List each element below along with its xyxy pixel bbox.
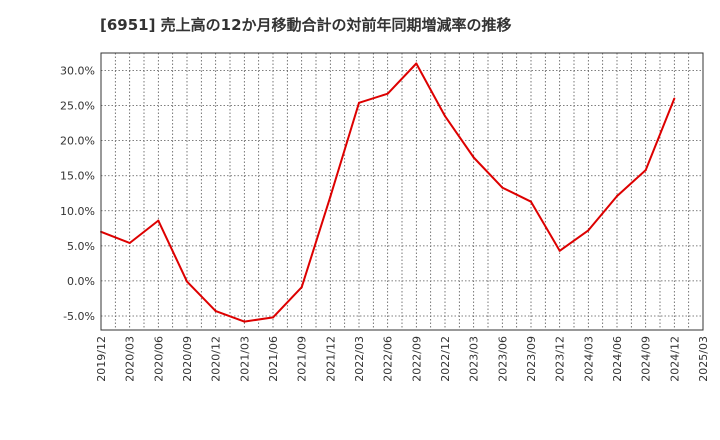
x-tick-label: 2021/06 xyxy=(267,336,280,382)
data-point xyxy=(415,62,418,65)
data-point xyxy=(300,286,303,289)
y-tick-label: 5.0% xyxy=(67,240,95,253)
data-point xyxy=(128,242,131,245)
data-point xyxy=(558,249,561,252)
data-point xyxy=(472,156,475,159)
x-tick-label: 2020/12 xyxy=(210,336,223,382)
data-point xyxy=(157,219,160,222)
x-tick-label: 2021/03 xyxy=(238,336,251,382)
x-tick-label: 2022/03 xyxy=(353,336,366,382)
y-tick-label: 25.0% xyxy=(60,100,95,113)
y-tick-label: 10.0% xyxy=(60,205,95,218)
data-point xyxy=(186,280,188,283)
x-tick-label: 2025/03 xyxy=(697,336,710,382)
x-tick-label: 2019/12 xyxy=(95,336,108,382)
data-point xyxy=(329,195,332,198)
x-tick-label: 2021/12 xyxy=(324,336,337,382)
data-point xyxy=(673,97,676,100)
x-tick-label: 2022/12 xyxy=(439,336,452,382)
x-tick-label: 2022/09 xyxy=(410,336,423,382)
data-point xyxy=(358,101,360,104)
data-point xyxy=(616,195,618,198)
y-tick-label: 15.0% xyxy=(60,170,95,183)
data-point xyxy=(530,200,532,203)
y-axis-tick-labels: -5.0% 0.0% 5.0% 10.0% 15.0% 20.0% 25.0% 30.0% xyxy=(60,65,95,323)
data-point xyxy=(386,92,389,95)
data-point xyxy=(587,229,590,232)
x-tick-label: 2020/09 xyxy=(181,336,194,382)
x-tick-label: 2020/06 xyxy=(152,336,165,382)
data-point xyxy=(444,115,446,118)
data-point xyxy=(214,310,217,313)
x-axis-tick-labels: 2019/12 2020/03 2020/06 2020/09 2020/12 2021/… xyxy=(95,336,710,382)
x-tick-label: 2023/09 xyxy=(525,336,538,382)
x-tick-label: 2021/09 xyxy=(296,336,309,382)
x-tick-label: 2024/03 xyxy=(582,336,595,382)
y-tick-label: 30.0% xyxy=(60,65,95,78)
y-tick-label: -5.0% xyxy=(63,310,95,323)
series-layer xyxy=(100,62,676,323)
y-tick-label: 20.0% xyxy=(60,135,95,148)
data-point xyxy=(501,186,504,189)
x-tick-label: 2023/06 xyxy=(496,336,509,382)
data-point xyxy=(644,169,647,172)
x-tick-label: 2022/06 xyxy=(382,336,395,382)
chart-title: [6951] 売上高の12か月移動合計の対前年同期増減率の推移 xyxy=(100,16,512,34)
plot-area-frame xyxy=(100,52,704,331)
x-tick-label: 2024/12 xyxy=(668,336,681,382)
x-tick-label: 2023/12 xyxy=(554,336,567,382)
x-tick-label: 2023/03 xyxy=(468,336,481,382)
x-tick-label: 2024/06 xyxy=(611,336,624,382)
x-tick-label: 2024/09 xyxy=(640,336,653,382)
data-point xyxy=(243,320,246,323)
y-tick-label: 0.0% xyxy=(67,275,95,288)
x-tick-label: 2020/03 xyxy=(124,336,137,382)
data-point xyxy=(272,316,274,319)
